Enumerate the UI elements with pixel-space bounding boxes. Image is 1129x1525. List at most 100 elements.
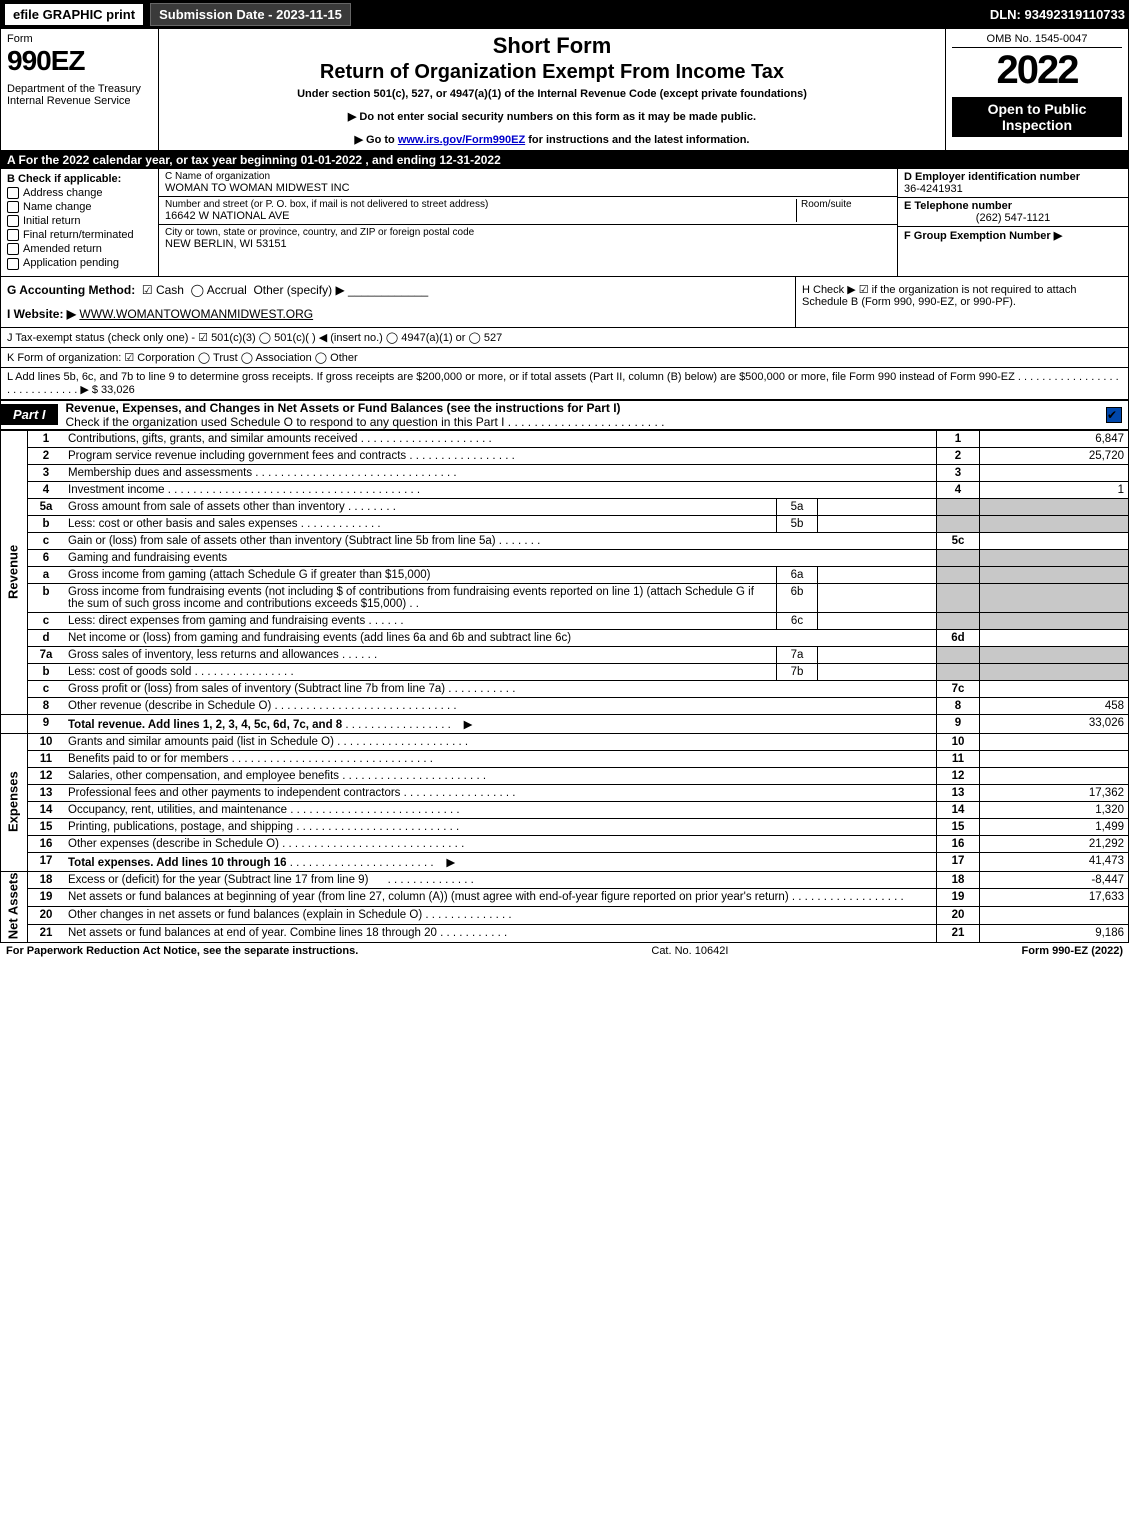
form-title-2: Return of Organization Exempt From Incom… (165, 61, 939, 84)
chk-initial-return[interactable]: Initial return (7, 215, 152, 227)
omb-number: OMB No. 1545-0047 (952, 33, 1122, 48)
city-value: NEW BERLIN, WI 53151 (165, 238, 891, 250)
chk-label: Amended return (23, 243, 102, 255)
line-19-desc: Net assets or fund balances at beginning… (68, 891, 789, 903)
line-16-box: 16 (937, 835, 980, 852)
line-12-desc: Salaries, other compensation, and employ… (68, 770, 339, 782)
irs-link[interactable]: www.irs.gov/Form990EZ (398, 134, 525, 146)
chk-name-change[interactable]: Name change (7, 201, 152, 213)
header-left: Form 990EZ Department of the Treasury In… (1, 29, 159, 150)
line-14-box: 14 (937, 801, 980, 818)
line-6a-mini: 6a (777, 566, 818, 583)
form-title-1: Short Form (165, 33, 939, 59)
street-label: Number and street (or P. O. box, if mail… (165, 199, 792, 210)
line-8-desc: Other revenue (describe in Schedule O) (68, 700, 271, 712)
form-note-2: ▶ Go to www.irs.gov/Form990EZ for instru… (165, 133, 939, 146)
line-7b-mini: 7b (777, 663, 818, 680)
part-i-tab: Part I (1, 404, 58, 425)
row-l: L Add lines 5b, 6c, and 7b to line 9 to … (1, 368, 1128, 400)
revenue-side-label: Revenue (1, 430, 28, 714)
line-5a-desc: Gross amount from sale of assets other t… (68, 501, 345, 513)
section-bcdef: B Check if applicable: Address change Na… (1, 169, 1128, 277)
line-17-val: 41,473 (980, 852, 1129, 871)
line-2-box: 2 (937, 447, 980, 464)
line-4-desc: Investment income (68, 484, 165, 496)
line-2-desc: Program service revenue including govern… (68, 450, 406, 462)
accounting-method-label: G Accounting Method: (7, 283, 135, 297)
line-1-box: 1 (937, 430, 980, 447)
line-7a-desc: Gross sales of inventory, less returns a… (68, 649, 339, 661)
note2-post: for instructions and the latest informat… (525, 134, 749, 146)
chk-address-change[interactable]: Address change (7, 187, 152, 199)
chk-label: Address change (23, 187, 103, 199)
line-11-box: 11 (937, 750, 980, 767)
street-value: 16642 W NATIONAL AVE (165, 210, 792, 222)
line-15-desc: Printing, publications, postage, and shi… (68, 821, 293, 833)
part-i-sub: Check if the organization used Schedule … (66, 415, 665, 429)
line-7b-minival (818, 663, 937, 680)
line-20-box: 20 (937, 907, 980, 925)
phone-value: (262) 547-1121 (904, 212, 1122, 224)
line-13-box: 13 (937, 784, 980, 801)
line-20-val (980, 907, 1129, 925)
line-6d-box: 6d (937, 629, 980, 646)
org-name-label: C Name of organization (165, 171, 891, 182)
line-7a-minival (818, 646, 937, 663)
form-header: Form 990EZ Department of the Treasury In… (1, 29, 1128, 151)
line-15-box: 15 (937, 818, 980, 835)
footer-center: Cat. No. 10642I (651, 945, 728, 957)
chk-label: Name change (23, 201, 92, 213)
line-6b-mini: 6b (777, 583, 818, 612)
line-6b-desc: Gross income from fundraising events (no… (68, 586, 754, 610)
submission-date-button[interactable]: Submission Date - 2023-11-15 (150, 3, 351, 26)
accounting-other: Other (specify) ▶ (253, 283, 344, 297)
form-note-1: ▶ Do not enter social security numbers o… (165, 110, 939, 123)
efile-print-button[interactable]: efile GRAPHIC print (4, 3, 144, 26)
row-j: J Tax-exempt status (check only one) - ☑… (1, 328, 1128, 348)
part-i-checkbox[interactable]: ✔ (1106, 407, 1122, 423)
header-right: OMB No. 1545-0047 2022 Open to Public In… (946, 29, 1128, 150)
line-6c-mini: 6c (777, 612, 818, 629)
accounting-accrual: Accrual (207, 283, 247, 297)
line-16-val: 21,292 (980, 835, 1129, 852)
form-number: 990EZ (7, 45, 152, 77)
row-h: H Check ▶ ☑ if the organization is not r… (796, 277, 1128, 327)
footer-right: Form 990-EZ (2022) (1022, 945, 1123, 957)
line-5c-desc: Gain or (loss) from sale of assets other… (68, 535, 496, 547)
line-10-desc: Grants and similar amounts paid (list in… (68, 736, 334, 748)
line-6d-desc: Net income or (loss) from gaming and fun… (68, 632, 571, 644)
phone-label: E Telephone number (904, 200, 1122, 212)
form-990ez: Form 990EZ Department of the Treasury In… (0, 28, 1129, 943)
line-21-box: 21 (937, 925, 980, 942)
line-5c-val (980, 532, 1129, 549)
chk-label: Application pending (23, 257, 119, 269)
line-12-box: 12 (937, 767, 980, 784)
website-value[interactable]: WWW.WOMANTOWOMANMIDWEST.ORG (79, 307, 313, 321)
line-1-no: 1 (28, 430, 65, 447)
line-16-desc: Other expenses (describe in Schedule O) (68, 838, 279, 850)
website-label: I Website: ▶ (7, 307, 76, 321)
line-6a-desc: Gross income from gaming (attach Schedul… (68, 569, 430, 581)
chk-amended-return[interactable]: Amended return (7, 243, 152, 255)
line-8-box: 8 (937, 697, 980, 714)
chk-label: Final return/terminated (23, 229, 134, 241)
netassets-side-label: Net Assets (1, 871, 28, 942)
line-5a-minival (818, 498, 937, 515)
line-21-desc: Net assets or fund balances at end of ye… (68, 927, 437, 939)
line-1-desc: Contributions, gifts, grants, and simila… (68, 433, 358, 445)
line-8-val: 458 (980, 697, 1129, 714)
row-k: K Form of organization: ☑ Corporation ◯ … (1, 348, 1128, 368)
expenses-side-label: Expenses (1, 733, 28, 871)
row-l-text: L Add lines 5b, 6c, and 7b to line 9 to … (7, 371, 1119, 396)
chk-final-return[interactable]: Final return/terminated (7, 229, 152, 241)
line-9-val: 33,026 (980, 714, 1129, 733)
line-3-val (980, 464, 1129, 481)
part-i-title: Revenue, Expenses, and Changes in Net As… (66, 401, 621, 415)
line-6a-minival (818, 566, 937, 583)
chk-application-pending[interactable]: Application pending (7, 257, 152, 269)
city-label: City or town, state or province, country… (165, 227, 891, 238)
open-to-public: Open to Public Inspection (952, 97, 1122, 137)
ein-value: 36-4241931 (904, 183, 1122, 195)
line-15-val: 1,499 (980, 818, 1129, 835)
line-19-val: 17,633 (980, 889, 1129, 907)
